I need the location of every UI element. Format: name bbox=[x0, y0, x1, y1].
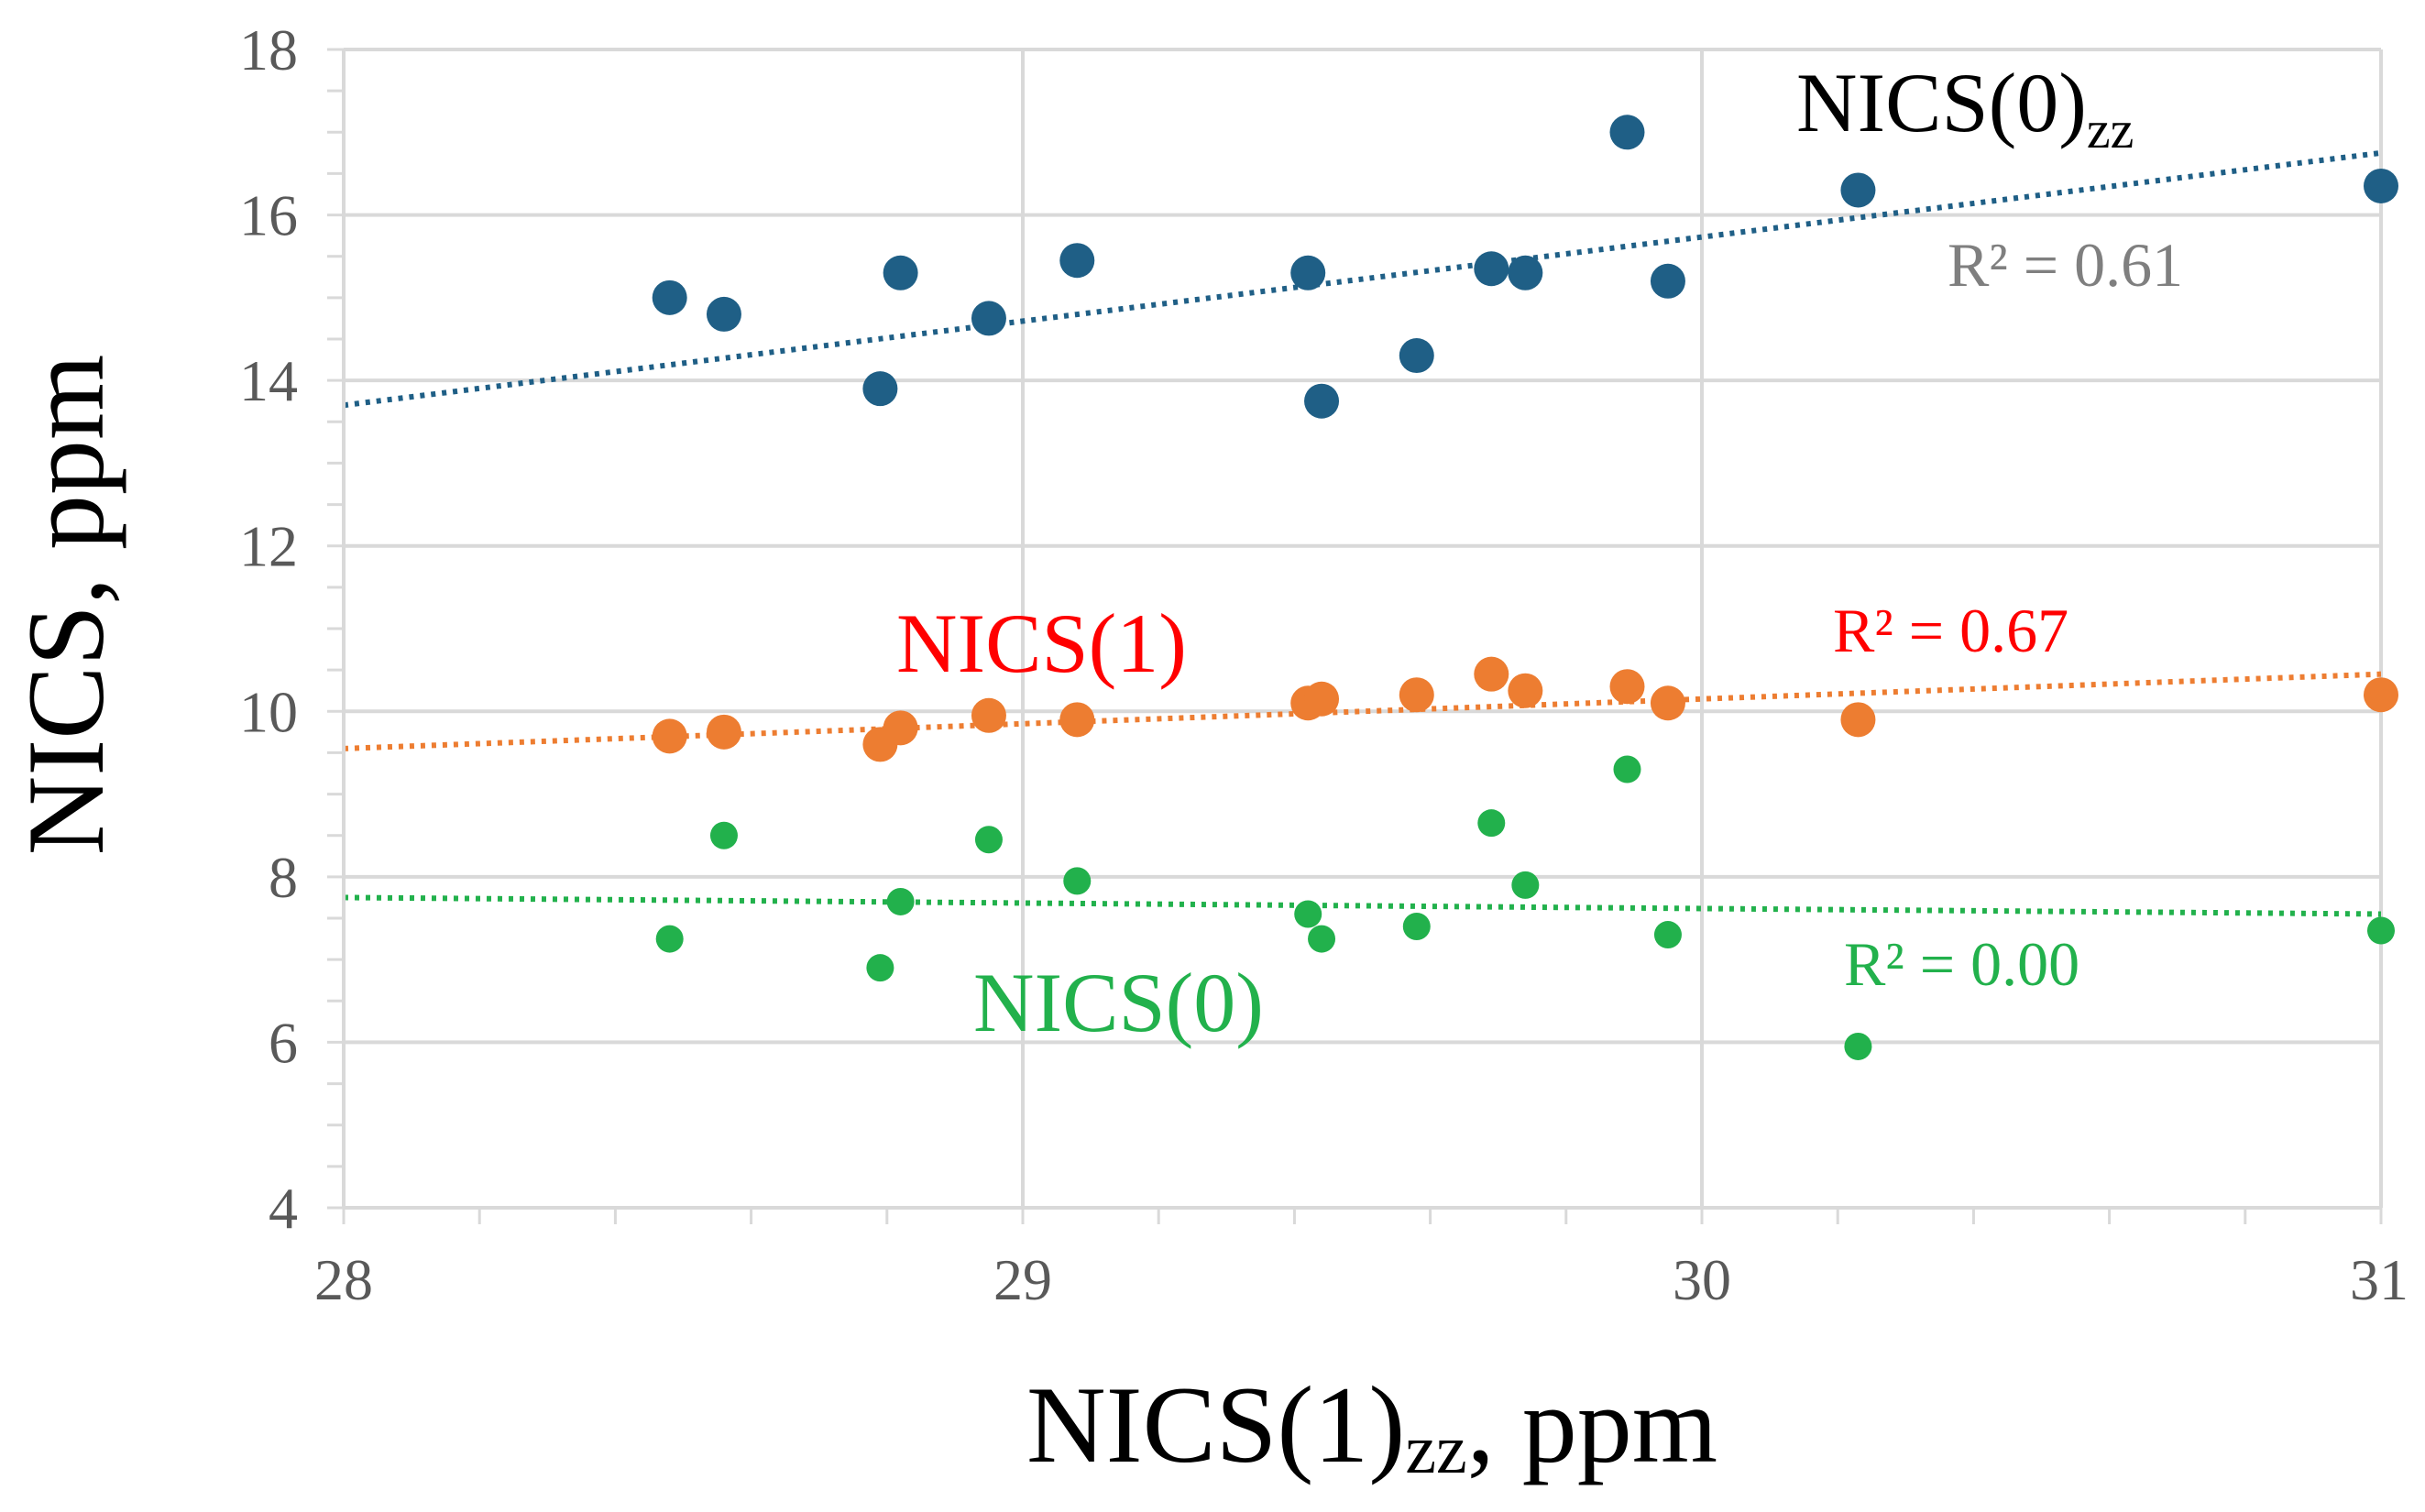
point-series-0 bbox=[862, 371, 898, 407]
x-axis-title: NICS(1)zz, ppm bbox=[1026, 1364, 1717, 1488]
point-series-0 bbox=[706, 296, 741, 332]
r2-nics0: R² = 0.00 bbox=[1844, 929, 2079, 999]
y-tick-label: 16 bbox=[239, 183, 298, 248]
point-series-1 bbox=[1059, 702, 1095, 738]
point-series-2 bbox=[1477, 809, 1506, 838]
point-series-1 bbox=[1609, 669, 1645, 705]
point-series-0 bbox=[883, 255, 918, 290]
point-series-0 bbox=[1840, 172, 1876, 208]
x-axis-title-suffix: , ppm bbox=[1467, 1364, 1717, 1485]
y-tick-label: 10 bbox=[239, 679, 298, 744]
point-series-0 bbox=[1650, 263, 1685, 299]
point-series-2 bbox=[1308, 925, 1336, 953]
point-series-0 bbox=[1474, 251, 1509, 287]
x-tick-label: 30 bbox=[1673, 1247, 1731, 1312]
y-tick-label: 14 bbox=[239, 348, 298, 413]
y-tick-label: 4 bbox=[269, 1176, 298, 1241]
point-series-2 bbox=[1653, 921, 1682, 949]
point-series-1 bbox=[1508, 673, 1543, 708]
point-series-1 bbox=[652, 718, 687, 754]
point-series-1 bbox=[971, 697, 1006, 733]
point-series-1 bbox=[1474, 656, 1509, 692]
point-series-2 bbox=[1844, 1032, 1872, 1060]
point-series-2 bbox=[866, 954, 894, 982]
point-series-1 bbox=[2364, 677, 2398, 713]
y-tick-label: 8 bbox=[269, 845, 298, 910]
trendline-series-0 bbox=[343, 149, 2382, 409]
x-axis-title-sub: zz bbox=[1405, 1411, 1466, 1488]
point-series-2 bbox=[1063, 867, 1092, 895]
point-series-2 bbox=[1613, 755, 1641, 783]
data-points bbox=[652, 115, 2398, 1060]
r2-nics1: R² = 0.67 bbox=[1833, 596, 2068, 665]
point-series-0 bbox=[2364, 168, 2398, 203]
y-axis-title: NICS, ppm bbox=[5, 355, 126, 856]
r2-nics0zz: R² = 0.61 bbox=[1948, 230, 2183, 300]
point-series-0 bbox=[652, 279, 687, 315]
y-tick-label: 18 bbox=[239, 17, 298, 82]
point-series-0 bbox=[1609, 115, 1645, 150]
point-series-2 bbox=[709, 821, 738, 849]
point-series-2 bbox=[1402, 913, 1431, 941]
point-series-2 bbox=[655, 925, 684, 953]
y-tick-label: 6 bbox=[269, 1010, 298, 1075]
trend-lines bbox=[343, 149, 2382, 917]
point-series-1 bbox=[1304, 681, 1340, 717]
point-series-2 bbox=[1294, 900, 1322, 928]
point-series-0 bbox=[1399, 338, 1434, 374]
point-series-0 bbox=[1290, 255, 1326, 290]
label-nics0zz-main: NICS(0) bbox=[1796, 56, 2087, 149]
point-series-2 bbox=[2367, 916, 2395, 945]
y-tick-label: 12 bbox=[239, 514, 298, 579]
point-series-0 bbox=[1059, 243, 1095, 279]
point-series-2 bbox=[974, 826, 1003, 854]
point-series-1 bbox=[1840, 702, 1876, 738]
point-series-0 bbox=[1304, 383, 1340, 419]
point-series-1 bbox=[1650, 685, 1685, 721]
label-nics0: NICS(0) bbox=[973, 956, 1264, 1049]
point-series-2 bbox=[886, 887, 915, 915]
axes bbox=[327, 48, 2383, 1224]
point-series-0 bbox=[1508, 255, 1543, 290]
point-series-1 bbox=[883, 710, 918, 746]
label-nics1: NICS(1) bbox=[896, 597, 1187, 690]
trendline-series-2 bbox=[343, 894, 2382, 917]
x-tick-label: 31 bbox=[2350, 1247, 2409, 1312]
x-axis-title-main: NICS(1) bbox=[1026, 1364, 1405, 1485]
point-series-2 bbox=[1511, 871, 1540, 899]
tick-labels: 4 6 8 10 12 14 16 18 28 29 30 31 bbox=[239, 17, 2409, 1312]
label-nics0zz-sub: zz bbox=[2087, 100, 2134, 159]
point-series-0 bbox=[971, 301, 1006, 336]
x-tick-label: 29 bbox=[993, 1247, 1052, 1312]
grid-lines bbox=[342, 48, 2383, 1210]
x-tick-label: 28 bbox=[314, 1247, 373, 1312]
point-series-1 bbox=[1399, 677, 1434, 713]
point-series-1 bbox=[706, 714, 741, 750]
label-nics0zz: NICS(0)zz bbox=[1796, 56, 2134, 159]
